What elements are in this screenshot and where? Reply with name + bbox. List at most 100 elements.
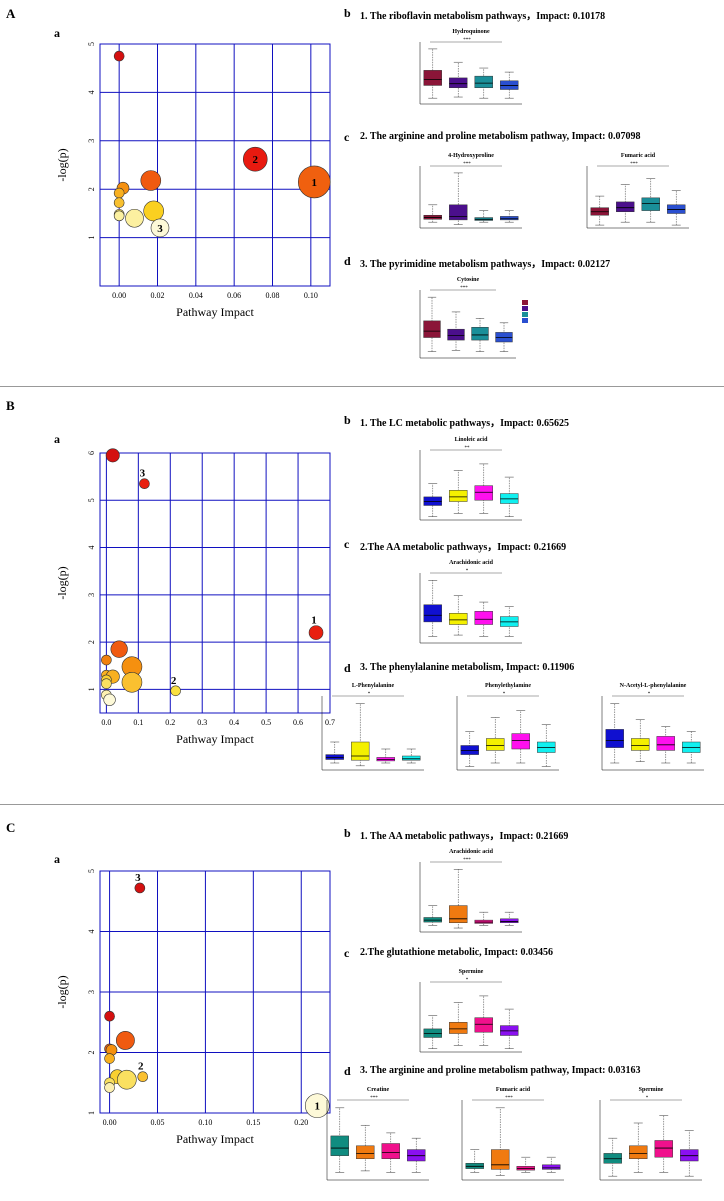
boxplot-svg: Spermine *	[419, 969, 522, 1053]
point-label: 2	[253, 154, 259, 166]
y-tick-label: 3	[87, 593, 96, 597]
sub-letter-C-c: c	[344, 946, 350, 960]
scatter-plot-B: 0.0 0.1 0.2 0.3 0.4 0.5 0.6 0.7 1 2 3 4 5 6 Pathway Im…	[55, 448, 335, 746]
boxplot-svg: Fumaric acid ***	[586, 153, 689, 229]
boxplot-title: Arachidonic acid	[449, 560, 493, 566]
x-axis-label: Pathway Impact	[176, 1132, 254, 1146]
data-point	[104, 1053, 115, 1064]
significance-label: ***	[460, 286, 468, 291]
x-axis-label: Pathway Impact	[176, 732, 254, 746]
box	[474, 75, 493, 89]
x-tick-label: 0.15	[246, 1118, 260, 1127]
boxplot-svg: Creatine ***	[326, 1087, 429, 1181]
boxplot-title: Fumaric acid	[621, 153, 656, 159]
pathway-title-A-2: 2. The arginine and proline metabolism p…	[360, 131, 641, 142]
legend-swatch	[522, 312, 528, 317]
boxplot-B-l-phenylalanine: L-Phenylalanine *	[300, 678, 430, 785]
data-point	[140, 170, 162, 191]
significance-label: *	[646, 1096, 649, 1101]
data-point	[104, 1082, 115, 1093]
data-point	[110, 640, 128, 658]
box	[474, 1017, 493, 1033]
box	[381, 1143, 400, 1159]
box	[449, 905, 468, 924]
boxplot-svg: Fumaric acid ***	[461, 1087, 564, 1181]
significance-label: **	[465, 446, 471, 451]
box	[330, 1135, 349, 1156]
significance-label: *	[466, 569, 469, 574]
box	[449, 490, 468, 502]
data-point	[113, 50, 125, 62]
boxplot-title: Creatine	[367, 1087, 390, 1093]
x-tick-label: 0.6	[293, 718, 303, 727]
x-tick-label: 0.10	[304, 291, 318, 300]
y-tick-label: 5	[87, 42, 96, 46]
y-tick-label: 1	[87, 1111, 96, 1115]
x-tick-label: 0.2	[165, 718, 175, 727]
data-point	[134, 882, 146, 894]
significance-label: *	[503, 692, 506, 697]
x-tick-label: 0.7	[325, 718, 335, 727]
data-point	[308, 625, 324, 640]
section-divider-2	[0, 804, 724, 805]
boxplot-C-arachidonic-acid: Arachidonic acid ***	[398, 844, 528, 947]
pathway-title-B-3: 3. The phenylalanine metabolism, Impact:…	[360, 662, 575, 673]
data-point	[121, 671, 143, 693]
boxplot-B-arachidonic-acid: Arachidonic acid *	[398, 555, 528, 658]
boxplot-A-fumaric-acid: Fumaric acid ***	[565, 148, 695, 243]
boxplot-C-spermine-2: Spermine *	[578, 1082, 708, 1195]
x-tick-label: 0.00	[112, 291, 126, 300]
pathway-title-C-3: 3. The arginine and proline metabolism p…	[360, 1065, 641, 1076]
x-tick-label: 0.1	[133, 718, 143, 727]
significance-label: *	[466, 978, 469, 983]
box	[474, 611, 493, 625]
box	[542, 1164, 561, 1170]
boxplot-title: Phenylethylamine	[485, 683, 531, 689]
box	[449, 77, 468, 89]
data-point	[125, 208, 144, 228]
y-tick-label: 3	[87, 139, 96, 143]
point-label: 2	[171, 675, 177, 687]
point-label: 3	[140, 468, 146, 480]
box	[616, 201, 635, 213]
boxplot-svg: Phenylethylamine *	[456, 683, 559, 771]
x-tick-label: 0.05	[151, 1118, 165, 1127]
box	[605, 729, 624, 748]
point-label: 1	[312, 177, 318, 189]
data-point	[143, 200, 164, 222]
boxplot-svg: Arachidonic acid ***	[419, 849, 522, 933]
boxplot-title: Hydroquinone	[452, 29, 490, 35]
boxplot-title: L-Phenylalanine	[352, 683, 395, 689]
pathway-title-A-3: 3. The pyrimidine metabolism pathways，Im…	[360, 259, 611, 270]
y-tick-label: 2	[87, 1051, 96, 1055]
significance-label: *	[368, 692, 371, 697]
section-divider-1	[0, 386, 724, 387]
box	[423, 70, 442, 86]
box	[402, 755, 421, 761]
x-tick-label: 0.04	[189, 291, 203, 300]
sub-letter-A-d: d	[344, 254, 351, 268]
y-tick-label: 1	[87, 687, 96, 691]
box	[356, 1145, 375, 1159]
significance-label: ***	[463, 38, 471, 43]
boxplot-svg: Spermine *	[599, 1087, 702, 1181]
sub-letter-A-b: b	[344, 6, 351, 20]
boxplot-svg: N-Acetyl-L-phenylalanine *	[601, 683, 704, 771]
pathway-title-C-2: 2.The glutathione metabolic, Impact: 0.0…	[360, 947, 554, 958]
point-label: 1	[315, 1101, 321, 1113]
data-point	[101, 654, 112, 666]
boxplot-svg: Hydroquinone ***	[419, 29, 522, 105]
boxplot-C-creatine: Creatine ***	[305, 1082, 435, 1195]
boxplot-C-spermine: Spermine *	[398, 964, 528, 1067]
data-point	[101, 678, 112, 689]
y-tick-label: 3	[87, 990, 96, 994]
pathway-title-B-1: 1. The LC metabolic pathways，Impact: 0.6…	[360, 418, 569, 429]
boxplot-title: N-Acetyl-L-phenylalanine	[620, 683, 687, 689]
boxplot-A-hydroquinone: Hydroquinone ***	[398, 24, 528, 119]
y-tick-label: 4	[87, 90, 96, 94]
boxplot-title: Cytosine	[457, 277, 480, 283]
data-point	[117, 1069, 137, 1090]
box	[654, 1140, 673, 1158]
data-point	[105, 448, 120, 463]
boxplot-title: Fumaric acid	[496, 1087, 531, 1093]
